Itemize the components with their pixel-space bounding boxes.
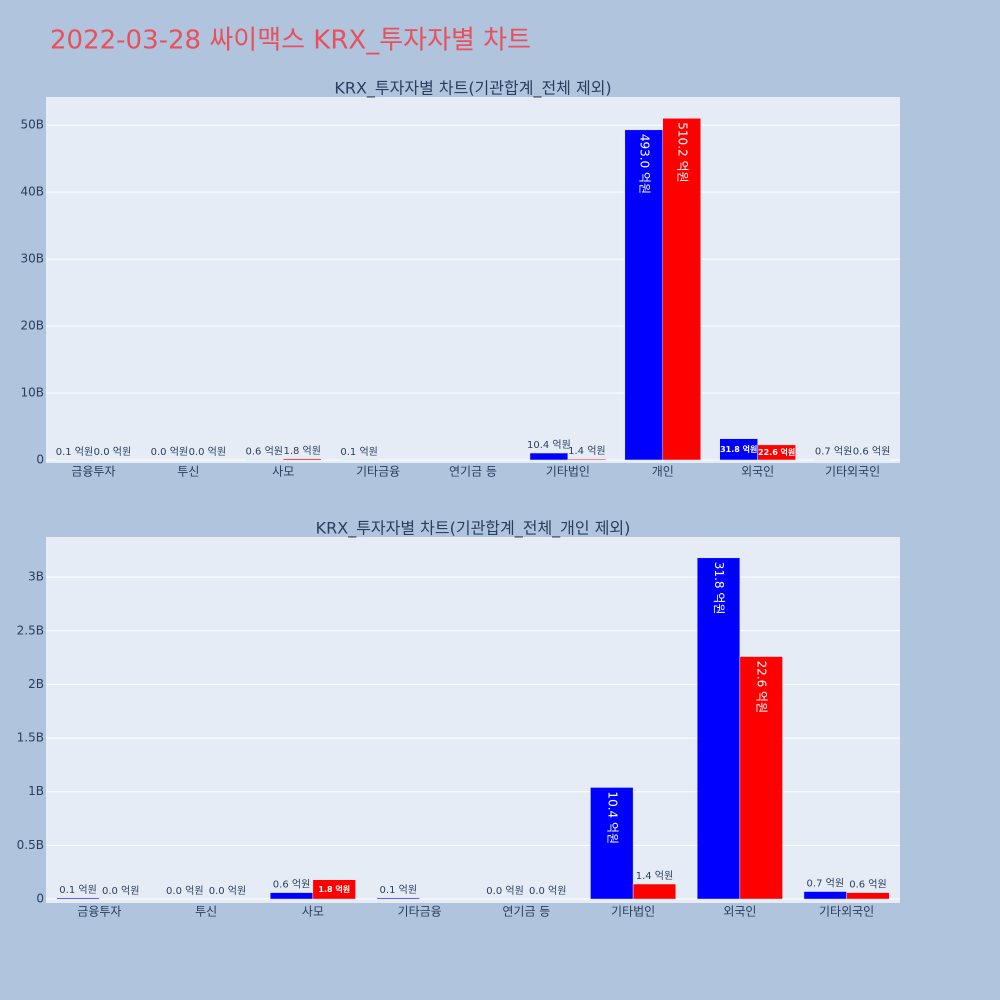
value-label: 0.0 억원 [209, 885, 246, 897]
x-tick-label: 기타법인 [546, 465, 590, 479]
page-title: 2022-03-28 싸이맥스 KRX_투자자별 차트 [50, 26, 531, 56]
x-tick-label: 기타외국인 [819, 905, 874, 919]
value-label: 10.4 억원 [527, 439, 571, 451]
value-label: 0.0 억원 [189, 446, 226, 458]
y-tick-label: 0 [36, 892, 44, 906]
value-label: 31.8 억원 [712, 562, 726, 615]
value-label: 0.6 억원 [246, 446, 283, 458]
x-tick-label: 연기금 등 [502, 905, 550, 919]
value-label: 1.8 억원 [283, 445, 320, 457]
y-tick-label: 1B [28, 784, 44, 798]
value-label: 1.4 억원 [636, 870, 673, 882]
y-tick-label: 30B [20, 252, 44, 266]
y-tick-label: 3B [28, 570, 44, 584]
y-tick-label: 2B [28, 677, 44, 691]
value-label: 510.2 억원 [675, 122, 689, 182]
value-label: 0.1 억원 [56, 446, 93, 458]
value-label: 0.6 억원 [273, 879, 310, 891]
x-tick-label: 개인 [652, 465, 674, 479]
x-tick-label: 투신 [195, 905, 217, 919]
x-tick-label: 외국인 [723, 905, 756, 919]
value-label: 0.1 억원 [380, 884, 417, 896]
bar [846, 892, 890, 900]
x-tick-label: 사모 [302, 905, 324, 919]
x-tick-label: 연기금 등 [449, 465, 497, 479]
x-tick-label: 기타외국인 [825, 465, 880, 479]
y-tick-label: 0.5B [17, 838, 44, 852]
value-label: 31.8 억원 [720, 444, 757, 454]
bar [312, 879, 356, 900]
bar [803, 891, 847, 900]
value-label: 0.0 억원 [529, 885, 566, 897]
value-label: 1.8 억원 [318, 884, 350, 894]
bar [662, 118, 701, 461]
bar [269, 892, 314, 900]
x-tick-label: 기타법인 [611, 905, 655, 919]
chart-title: KRX_투자자별 차트(기관합계_전체 제외) [334, 79, 611, 99]
value-label: 0.1 억원 [340, 446, 377, 458]
bar [590, 787, 634, 900]
x-tick-label: 사모 [272, 465, 294, 479]
y-tick-label: 2.5B [17, 623, 44, 637]
value-label: 0.1 억원 [59, 884, 96, 896]
value-label: 1.4 억원 [568, 445, 605, 457]
bar [739, 656, 783, 900]
y-tick-label: 1.5B [17, 731, 44, 745]
value-label: 0.0 억원 [486, 885, 523, 897]
value-label: 0.0 억원 [166, 885, 203, 897]
x-tick-label: 투신 [177, 465, 199, 479]
chart-title: KRX_투자자별 차트(기관합계_전체_개인 제외) [316, 519, 631, 539]
bar [529, 452, 569, 461]
bar [696, 557, 741, 900]
value-label: 22.6 억원 [755, 661, 769, 714]
value-label: 0.0 억원 [102, 885, 139, 897]
value-label: 0.0 억원 [151, 446, 188, 458]
bar [632, 883, 677, 900]
y-tick-label: 10B [20, 386, 44, 400]
bar [282, 458, 322, 461]
x-tick-label: 기타금융 [356, 465, 400, 479]
x-tick-label: 금융투자 [71, 465, 115, 479]
y-tick-label: 50B [20, 118, 44, 132]
value-label: 0.0 억원 [94, 446, 131, 458]
x-tick-label: 기타금융 [398, 905, 442, 919]
value-label: 0.7 억원 [815, 446, 852, 458]
value-label: 10.4 억원 [605, 791, 619, 844]
bar [567, 458, 607, 461]
value-label: 493.0 억원 [637, 134, 651, 194]
value-label: 0.7 억원 [807, 878, 844, 890]
bar [56, 897, 100, 900]
x-tick-label: 금융투자 [77, 905, 121, 919]
plot-area [46, 97, 900, 463]
value-label: 22.6 억원 [758, 447, 795, 457]
y-tick-label: 0 [36, 452, 44, 466]
bar [376, 897, 420, 900]
value-label: 0.6 억원 [849, 879, 886, 891]
x-tick-label: 외국인 [741, 465, 774, 479]
y-tick-label: 40B [20, 185, 44, 199]
value-label: 0.6 억원 [853, 446, 890, 458]
y-tick-label: 20B [20, 319, 44, 333]
bar [757, 444, 796, 461]
